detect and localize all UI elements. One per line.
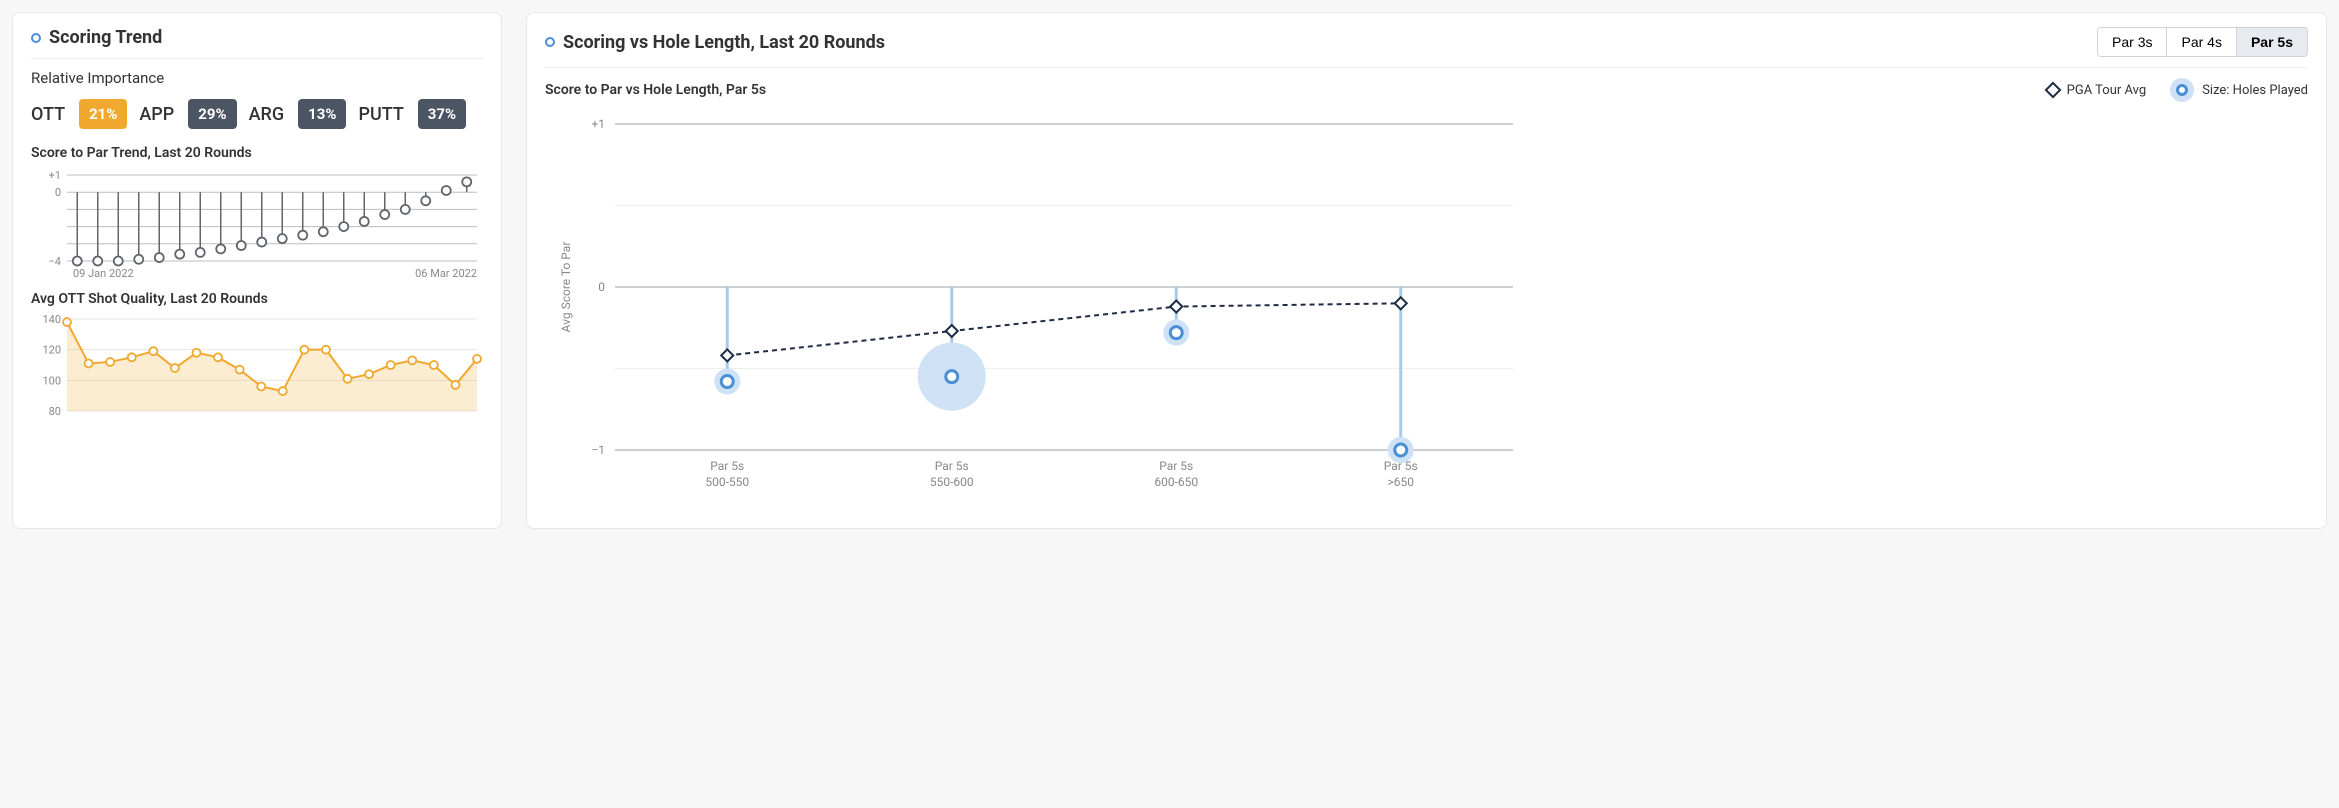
svg-text:140: 140 xyxy=(42,313,61,326)
svg-text:+1: +1 xyxy=(591,117,605,131)
bullet-icon xyxy=(31,33,41,43)
svg-text:120: 120 xyxy=(42,344,61,357)
legend-pga-avg: PGA Tour Avg xyxy=(2047,83,2147,98)
importance-name: OTT xyxy=(31,104,65,125)
score-trend-chart: +1 0 −4 09 Jan 2022 06 Mar 2022 xyxy=(31,167,485,279)
svg-text:Avg Score To Par: Avg Score To Par xyxy=(559,242,573,333)
svg-text:100: 100 xyxy=(42,374,61,387)
svg-text:>650: >650 xyxy=(1387,475,1414,489)
importance-name: ARG xyxy=(249,104,285,125)
par-tab-par3s[interactable]: Par 3s xyxy=(2098,28,2167,56)
bullet-icon xyxy=(545,37,555,47)
svg-text:0: 0 xyxy=(598,280,605,294)
svg-text:09 Jan 2022: 09 Jan 2022 xyxy=(73,267,134,279)
score-vs-length-chart: +1 0 −1 Avg Score To Par Par 5s 500-550 Par 5s… xyxy=(545,106,1525,506)
importance-label: Relative Importance xyxy=(31,69,483,87)
diamond-icon xyxy=(2044,82,2061,99)
svg-text:Par 5s: Par 5s xyxy=(935,459,969,473)
importance-pill: 13% xyxy=(298,99,346,129)
legend-holes-played: Size: Holes Played xyxy=(2170,78,2308,102)
importance-pill: 37% xyxy=(418,99,466,129)
svg-text:−1: −1 xyxy=(591,443,605,457)
ott-quality-chart: 140 120 100 80 xyxy=(31,313,485,425)
hole-length-card: Scoring vs Hole Length, Last 20 Rounds P… xyxy=(526,12,2327,529)
importance-pill: 21% xyxy=(79,99,127,129)
legend-label: Size: Holes Played xyxy=(2202,83,2308,98)
importance-name: PUTT xyxy=(358,104,403,125)
svg-text:550-600: 550-600 xyxy=(930,475,974,489)
trend-chart-title: Score to Par Trend, Last 20 Rounds xyxy=(31,145,483,161)
legend-label: PGA Tour Avg xyxy=(2067,83,2147,98)
svg-text:06 Mar 2022: 06 Mar 2022 xyxy=(415,267,477,279)
ott-chart-title: Avg OTT Shot Quality, Last 20 Rounds xyxy=(31,291,483,307)
par-tab-par4s[interactable]: Par 4s xyxy=(2167,28,2236,56)
par-tabs: Par 3sPar 4sPar 5s xyxy=(2097,27,2308,57)
svg-text:0: 0 xyxy=(55,186,61,199)
svg-text:600-650: 600-650 xyxy=(1154,475,1198,489)
chart-subtitle: Score to Par vs Hole Length, Par 5s xyxy=(545,82,766,98)
importance-row: OTT 21% APP 29% ARG 13% PUTT 37% xyxy=(31,99,483,129)
card-title: Scoring vs Hole Length, Last 20 Rounds xyxy=(563,32,885,53)
scoring-trend-card: Scoring Trend Relative Importance OTT 21%… xyxy=(12,12,502,529)
svg-text:80: 80 xyxy=(49,405,61,418)
card-title: Scoring Trend xyxy=(49,27,162,48)
svg-text:Par 5s: Par 5s xyxy=(1384,459,1418,473)
par-tab-par5s[interactable]: Par 5s xyxy=(2237,28,2307,56)
svg-text:+1: +1 xyxy=(49,169,61,182)
svg-text:500-550: 500-550 xyxy=(705,475,749,489)
importance-pill: 29% xyxy=(188,99,236,129)
svg-text:Par 5s: Par 5s xyxy=(710,459,744,473)
importance-name: APP xyxy=(139,104,174,125)
svg-text:Par 5s: Par 5s xyxy=(1159,459,1193,473)
bubble-icon xyxy=(2170,78,2194,102)
svg-text:−4: −4 xyxy=(49,255,61,268)
